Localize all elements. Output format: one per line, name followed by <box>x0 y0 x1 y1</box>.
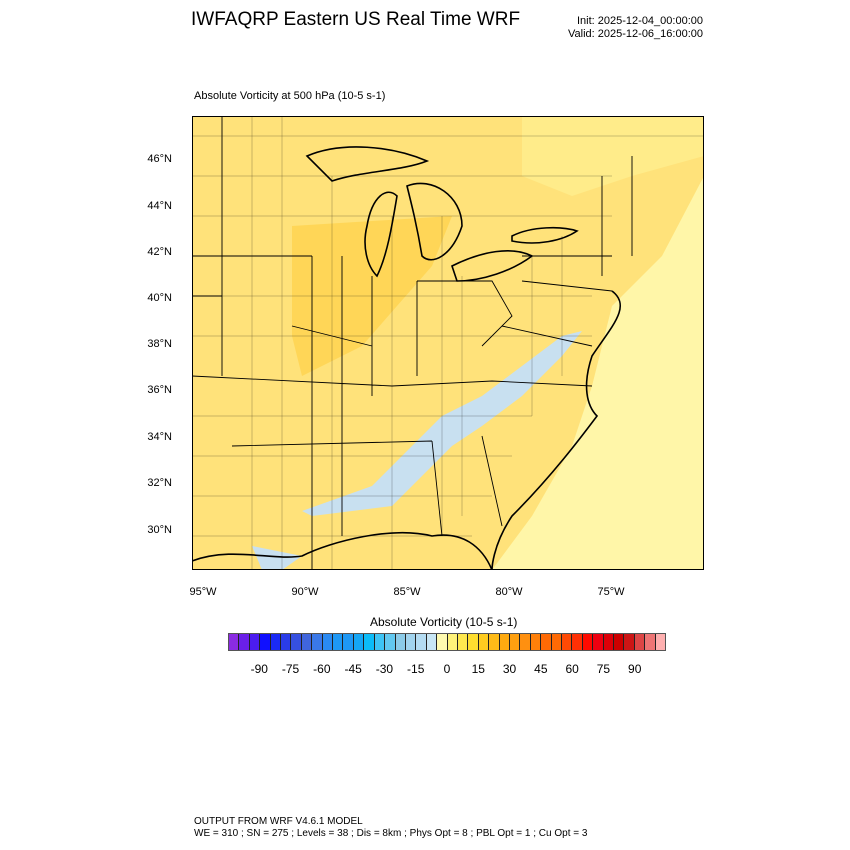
colorbar-swatch <box>593 634 604 650</box>
colorbar-swatch <box>614 634 625 650</box>
colorbar-swatch <box>229 634 240 650</box>
colorbar-swatch <box>655 634 666 650</box>
colorbar-swatch <box>562 634 573 650</box>
footer: OUTPUT FROM WRF V4.6.1 MODEL WE = 310 ; … <box>194 816 587 840</box>
lat-label: 34°N <box>147 431 172 443</box>
vorticity-map <box>192 116 704 570</box>
lat-label: 32°N <box>147 477 172 489</box>
colorbar-swatch <box>426 634 438 650</box>
county-boundaries <box>192 116 704 570</box>
colorbar-swatch <box>385 634 396 650</box>
colorbar-swatch <box>343 634 354 650</box>
colorbar <box>228 633 666 651</box>
colorbar-swatch <box>624 634 635 650</box>
colorbar-tick-label: 75 <box>596 662 611 676</box>
colorbar-tick-label: -75 <box>281 662 300 676</box>
colorbar-tick-label: 30 <box>502 662 517 676</box>
map-frame <box>192 116 704 570</box>
colorbar-swatch <box>509 634 521 650</box>
valid-time: Valid: 2025-12-06_16:00:00 <box>568 28 703 40</box>
colorbar-tick-label: -45 <box>344 662 362 676</box>
colorbar-swatch <box>447 634 458 650</box>
colorbar-swatch <box>489 634 500 650</box>
init-time: Init: 2025-12-04_00:00:00 <box>577 15 703 27</box>
colorbar-swatch <box>645 634 656 650</box>
colorbar-swatch <box>582 634 594 650</box>
lon-label: 90°W <box>291 586 319 598</box>
colorbar-title: Absolute Vorticity (10-5 s-1) <box>370 615 518 629</box>
colorbar-swatch <box>499 634 510 650</box>
colorbar-tick-label: -90 <box>250 662 268 676</box>
colorbar-swatch <box>249 634 261 650</box>
colorbar-swatch <box>364 634 375 650</box>
colorbar-swatch <box>478 634 490 650</box>
colorbar-tick-label: 0 <box>443 662 451 676</box>
lat-label: 42°N <box>147 246 172 258</box>
colorbar-swatch <box>322 634 334 650</box>
model-config: WE = 310 ; SN = 275 ; Levels = 38 ; Dis … <box>194 828 588 839</box>
colorbar-swatch <box>374 634 386 650</box>
colorbar-swatch <box>541 634 552 650</box>
colorbar-swatch <box>572 634 583 650</box>
colorbar-swatch <box>457 634 469 650</box>
lat-label: 44°N <box>147 200 172 212</box>
lon-label: 95°W <box>189 586 217 598</box>
lat-label: 46°N <box>147 153 172 165</box>
colorbar-tick-label: 60 <box>565 662 579 676</box>
colorbar-swatch <box>270 634 282 650</box>
lon-label: 75°W <box>597 586 625 598</box>
colorbar-swatch <box>551 634 562 650</box>
colorbar-swatch <box>530 634 542 650</box>
lat-label: 30°N <box>147 524 172 536</box>
colorbar-tick-label: 15 <box>471 662 485 676</box>
colorbar-tick-label: -30 <box>375 662 394 676</box>
colorbar-tick-label: 90 <box>628 662 642 676</box>
plot-title: IWFAQRP Eastern US Real Time WRF <box>191 9 521 30</box>
lon-label: 80°W <box>495 586 523 598</box>
colorbar-swatch <box>437 634 448 650</box>
lat-label: 38°N <box>147 338 172 350</box>
colorbar-swatch <box>353 634 365 650</box>
field-title: Absolute Vorticity at 500 hPa (10-5 s-1) <box>194 90 386 102</box>
model-info: OUTPUT FROM WRF V4.6.1 MODEL <box>194 816 363 827</box>
colorbar-swatch <box>291 634 302 650</box>
colorbar-swatch <box>634 634 646 650</box>
colorbar-tick-label: 45 <box>534 662 548 676</box>
lat-label: 40°N <box>147 292 172 304</box>
colorbar-swatch <box>281 634 292 650</box>
colorbar-swatch <box>312 634 323 650</box>
colorbar-swatch <box>395 634 406 650</box>
colorbar-swatch <box>333 634 344 650</box>
colorbar-tick-label: -15 <box>407 662 425 676</box>
colorbar-tick-label: -60 <box>313 662 331 676</box>
colorbar-swatch <box>468 634 479 650</box>
lon-label: 85°W <box>393 586 421 598</box>
colorbar-swatch <box>416 634 427 650</box>
colorbar-swatch <box>405 634 417 650</box>
colorbar-swatch <box>260 634 271 650</box>
lat-label: 36°N <box>147 384 172 396</box>
colorbar-swatch <box>239 634 250 650</box>
colorbar-swatch <box>520 634 531 650</box>
time-info: Init: 2025-12-04_00:00:00 Valid: 2025-12… <box>568 15 703 41</box>
colorbar-swatch <box>603 634 615 650</box>
ocean-field <box>492 116 704 570</box>
colorbar-swatch <box>301 634 313 650</box>
